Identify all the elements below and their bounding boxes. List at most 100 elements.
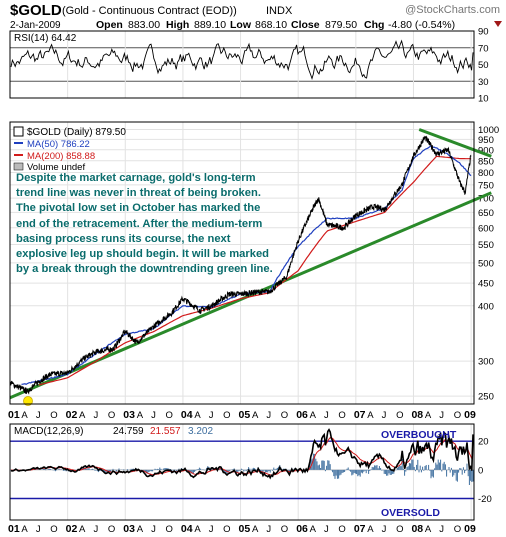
macd-value: 24.759 xyxy=(113,426,144,437)
macd-tick-label: 20 xyxy=(478,437,489,448)
quote-date: 2-Jan-2009 xyxy=(10,20,61,31)
price-line xyxy=(9,135,472,395)
rsi-tick-label: 90 xyxy=(478,27,489,38)
year-tick-label: 04 xyxy=(181,409,193,421)
year-tick-label: 07 xyxy=(354,409,366,421)
month-tick-label: A xyxy=(79,524,86,535)
month-tick-label: A xyxy=(21,524,28,535)
year-tick-label: 04 xyxy=(181,523,193,535)
ma200-legend-label: MA(200) 858.88 xyxy=(27,151,95,162)
year-tick-label: 09 xyxy=(464,523,476,535)
month-tick-label: J xyxy=(266,410,271,421)
year-tick-label: 09 xyxy=(464,409,476,421)
close-label: Close xyxy=(291,19,320,31)
price-legend-label: $GOLD (Daily) 879.50 xyxy=(27,127,126,138)
close-value: 879.50 xyxy=(325,19,357,31)
down-arrow-icon xyxy=(494,21,502,27)
month-tick-label: J xyxy=(209,524,214,535)
month-tick-label: J xyxy=(93,410,98,421)
month-tick-label: A xyxy=(21,410,28,421)
macd-frame xyxy=(9,423,475,521)
month-tick-label: O xyxy=(396,410,403,421)
exchange-label: INDX xyxy=(266,5,293,17)
price-tick-label: 550 xyxy=(478,240,494,251)
macd-x-axis: 01 A J O 02 A J O 03 A J O 04 A J O 05 A J O 06 A J O 07 A J O 08 A J O… xyxy=(8,523,476,535)
year-tick-label: 01 xyxy=(8,409,20,421)
rsi-tick-label: 70 xyxy=(478,43,489,54)
macd-label: MACD(12,26,9) xyxy=(14,426,83,437)
month-tick-label: O xyxy=(223,410,230,421)
symbol-title: $GOLD xyxy=(10,2,62,19)
month-tick-label: O xyxy=(454,410,461,421)
overbought-label: OVERBOUGHT xyxy=(381,429,457,441)
month-tick-label: J xyxy=(382,410,387,421)
month-tick-label: J xyxy=(209,410,214,421)
chg-value: -4.80 (-0.54%) xyxy=(388,19,455,31)
rsi-line xyxy=(10,39,474,80)
month-tick-label: O xyxy=(223,524,230,535)
month-tick-label: A xyxy=(367,524,374,535)
oversold-label: OVERSOLD xyxy=(381,507,440,519)
month-tick-label: A xyxy=(137,410,144,421)
year-tick-label: 06 xyxy=(296,523,308,535)
year-tick-label: 01 xyxy=(8,523,20,535)
month-tick-label: O xyxy=(50,410,57,421)
price-tick-label: 1000 xyxy=(478,125,499,136)
month-tick-label: A xyxy=(310,410,317,421)
downtrend-line xyxy=(418,128,492,158)
open-label: Open xyxy=(96,19,123,31)
price-tick-label: 500 xyxy=(478,258,494,269)
macd-tick-label: 0 xyxy=(478,465,483,476)
month-tick-label: O xyxy=(281,524,288,535)
month-tick-label: J xyxy=(382,524,387,535)
price-legend-swatch xyxy=(13,126,24,137)
month-tick-label: J xyxy=(36,524,41,535)
month-tick-label: A xyxy=(252,524,259,535)
year-tick-label: 05 xyxy=(239,409,251,421)
chg-label: Chg xyxy=(364,19,384,31)
month-tick-label: O xyxy=(396,524,403,535)
year-tick-label: 08 xyxy=(411,523,423,535)
annotation-text: Despite the market carnage, gold's long-… xyxy=(16,172,273,276)
month-tick-label: O xyxy=(338,410,345,421)
price-tick-label: 850 xyxy=(478,156,494,167)
month-tick-label: O xyxy=(108,410,115,421)
price-tick-label: 250 xyxy=(478,392,494,403)
month-tick-label: J xyxy=(151,524,156,535)
month-tick-label: A xyxy=(425,524,432,535)
price-tick-label: 750 xyxy=(478,180,494,191)
volume-legend-swatch xyxy=(13,162,24,171)
month-tick-label: A xyxy=(79,410,86,421)
month-tick-label: A xyxy=(425,410,432,421)
month-tick-label: A xyxy=(367,410,374,421)
macd-line xyxy=(10,428,474,480)
month-tick-label: O xyxy=(281,410,288,421)
month-tick-label: A xyxy=(137,524,144,535)
month-tick-label: A xyxy=(252,410,259,421)
month-tick-label: O xyxy=(108,524,115,535)
month-tick-label: O xyxy=(338,524,345,535)
rsi-frame xyxy=(9,30,475,99)
open-value: 883.00 xyxy=(128,19,160,31)
month-tick-label: J xyxy=(93,524,98,535)
macd-tick-label: -20 xyxy=(478,494,492,505)
price-tick-label: 300 xyxy=(478,357,494,368)
macd-signal-value: 21.557 xyxy=(150,426,181,437)
rsi-tick-label: 50 xyxy=(478,60,489,71)
price-tick-label: 700 xyxy=(478,194,494,205)
price-tick-label: 900 xyxy=(478,145,494,156)
low-marker-icon xyxy=(23,396,33,406)
high-label: High xyxy=(166,19,189,31)
macd-panel: 20 0 -20 MACD(12,26,9) 24.759 21.557 3.202… xyxy=(9,423,492,521)
year-tick-label: 03 xyxy=(123,409,135,421)
price-tick-label: 650 xyxy=(478,208,494,219)
month-tick-label: O xyxy=(166,524,173,535)
month-tick-label: J xyxy=(439,524,444,535)
price-tick-label: 450 xyxy=(478,279,494,290)
chart-header: $GOLD (Gold - Continuous Contract (EOD))… xyxy=(10,2,502,31)
year-tick-label: 02 xyxy=(66,523,78,535)
low-label: Low xyxy=(230,19,252,31)
year-tick-label: 07 xyxy=(354,523,366,535)
